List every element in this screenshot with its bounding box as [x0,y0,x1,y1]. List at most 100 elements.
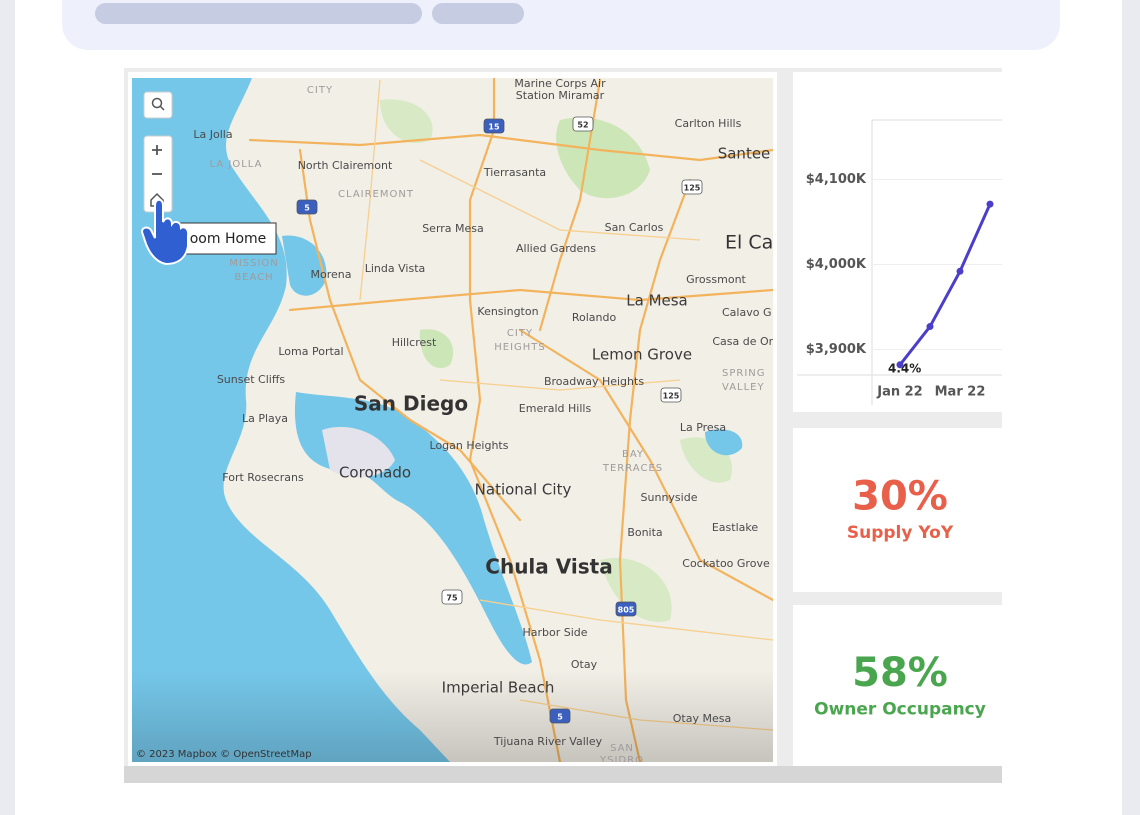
park [600,558,672,622]
placeholder-pill [432,3,524,24]
highway-shield [296,199,318,215]
kpis: 30% Supply YoY 58% Owner Occupancy [793,428,1002,768]
y-tick-label: $3,900K [806,342,867,357]
highway-number: 125 [684,184,701,193]
place-label: Otay [571,658,598,671]
highway-number: 805 [618,606,635,615]
place-label: La Mesa [626,292,688,310]
place-label: Imperial Beach [442,679,555,697]
x-tick-label: Mar 22 [935,385,986,400]
place-label: SAN [610,743,634,754]
place-label: Station Miramar [516,89,605,102]
road [518,328,773,602]
place-label: CITY [507,328,533,339]
place-label: San Diego [354,392,468,416]
place-label: Fort Rosecrans [222,471,304,484]
mission-bay [282,235,327,296]
place-label: Casa de Oro [712,335,780,348]
annotation: 4.4% [888,361,921,375]
zoom-in[interactable] [152,145,162,155]
highway-number: 5 [557,713,563,722]
place-label: Morena [311,268,352,281]
place-label: Serra Mesa [422,222,484,235]
place-label: Lemon Grove [592,346,692,364]
place-label: La Playa [242,412,288,425]
place-label: North Clairemont [298,159,393,172]
highway-shield [615,601,637,617]
highway-number: 15 [488,123,500,132]
place-label: HEIGHTS [494,342,546,353]
place-label: CITY [307,85,333,96]
highway-number: 52 [577,121,588,130]
kpi-label: Supply YoY [847,523,954,543]
place-label: San Carlos [605,221,664,234]
road [538,78,602,332]
place-label: Harbor Side [522,626,587,639]
search-icon [151,97,163,109]
place-label: Emerald Hills [519,402,592,415]
reservoir [705,429,743,456]
park [556,117,650,199]
chart-card [793,72,1002,412]
line-chart: $3,900K $4,000K $4,100K Jan 22 Mar 22 4.4% [797,119,1002,405]
place-label: Loma Portal [278,345,343,358]
highway-shield [660,387,682,403]
place-label: Tierrasanta [483,166,546,179]
kpi-card [793,428,1002,592]
road [288,288,773,312]
placeholder-pill [95,3,422,24]
place-label: Hillcrest [392,336,437,349]
highway-number: 125 [663,392,680,401]
place-label: Carlton Hills [675,117,742,130]
road [248,133,773,162]
highway-shield [483,118,505,134]
cursor-hand [140,198,190,266]
x-tick-label: Jan 22 [876,385,922,400]
place-label: TERRACES [602,463,663,474]
place-label: Santee [718,145,771,163]
kpi-card [793,605,1002,768]
place-label: Chula Vista [485,555,612,579]
place-label: Kensington [477,305,538,318]
highway-shield [681,179,703,195]
road [468,78,562,762]
line [898,203,992,366]
place-label: MISSION [229,258,279,269]
park [419,329,454,369]
highway-shield [441,589,463,605]
map-controls: oom Home [140,91,277,266]
kpi-value: 30% [852,474,948,520]
place-label: Otay Mesa [673,712,731,725]
place-label: La Jolla [193,128,232,141]
road [359,79,773,731]
place-label: Sunnyside [641,491,698,504]
highway-shield [549,708,571,724]
place-label: LA JOLLA [210,159,263,170]
place-label: BEACH [234,272,273,283]
north-island [322,426,395,478]
place-label: BAY [622,449,644,460]
place-label: Grossmont [686,273,746,286]
search-button[interactable] [143,91,173,119]
place-label: CLAIREMONT [338,189,414,200]
y-tick-label: $4,100K [806,172,867,187]
place-label: Allied Gardens [516,242,596,255]
tooltip-text: oom Home [190,231,267,247]
kpi-label: Owner Occupancy [814,699,986,719]
highway-number: 5 [304,204,310,213]
place-label: Bonita [627,526,662,539]
place-label: La Presa [680,421,726,434]
place-label: Logan Heights [430,439,509,452]
place-label: Cockatoo Grove [682,557,770,570]
kpi-value: 58% [852,650,948,696]
bottom-strip [124,766,1002,783]
park [380,99,433,144]
place-label: Linda Vista [365,262,426,275]
place-label: VALLEY [722,382,765,393]
place-label: El Ca [725,232,773,254]
place-label: Sunset Cliffs [217,373,286,386]
search-icon [159,105,165,111]
